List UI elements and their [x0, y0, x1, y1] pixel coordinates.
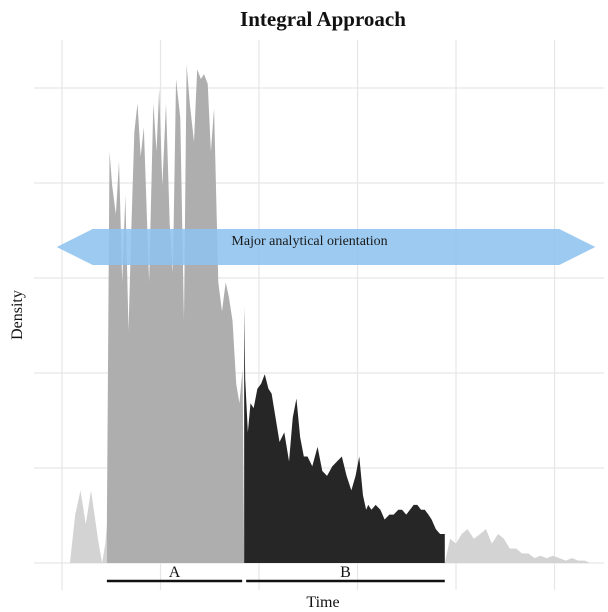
orientation-arrow	[56, 229, 596, 265]
tail-area-left	[62, 490, 107, 563]
segment-b-area	[244, 306, 445, 563]
chart-title: Integral Approach	[240, 7, 406, 31]
tail-area-right	[444, 529, 590, 563]
orientation-arrow-group: Major analytical orientation	[56, 229, 596, 265]
density-areas	[62, 64, 590, 563]
segment-label-b: B	[340, 564, 351, 581]
orientation-arrow-label: Major analytical orientation	[231, 234, 387, 249]
segment-a-area	[106, 64, 245, 563]
x-axis-label: Time	[306, 594, 339, 611]
segment-label-a: A	[169, 564, 181, 581]
y-axis-label: Density	[9, 290, 26, 340]
